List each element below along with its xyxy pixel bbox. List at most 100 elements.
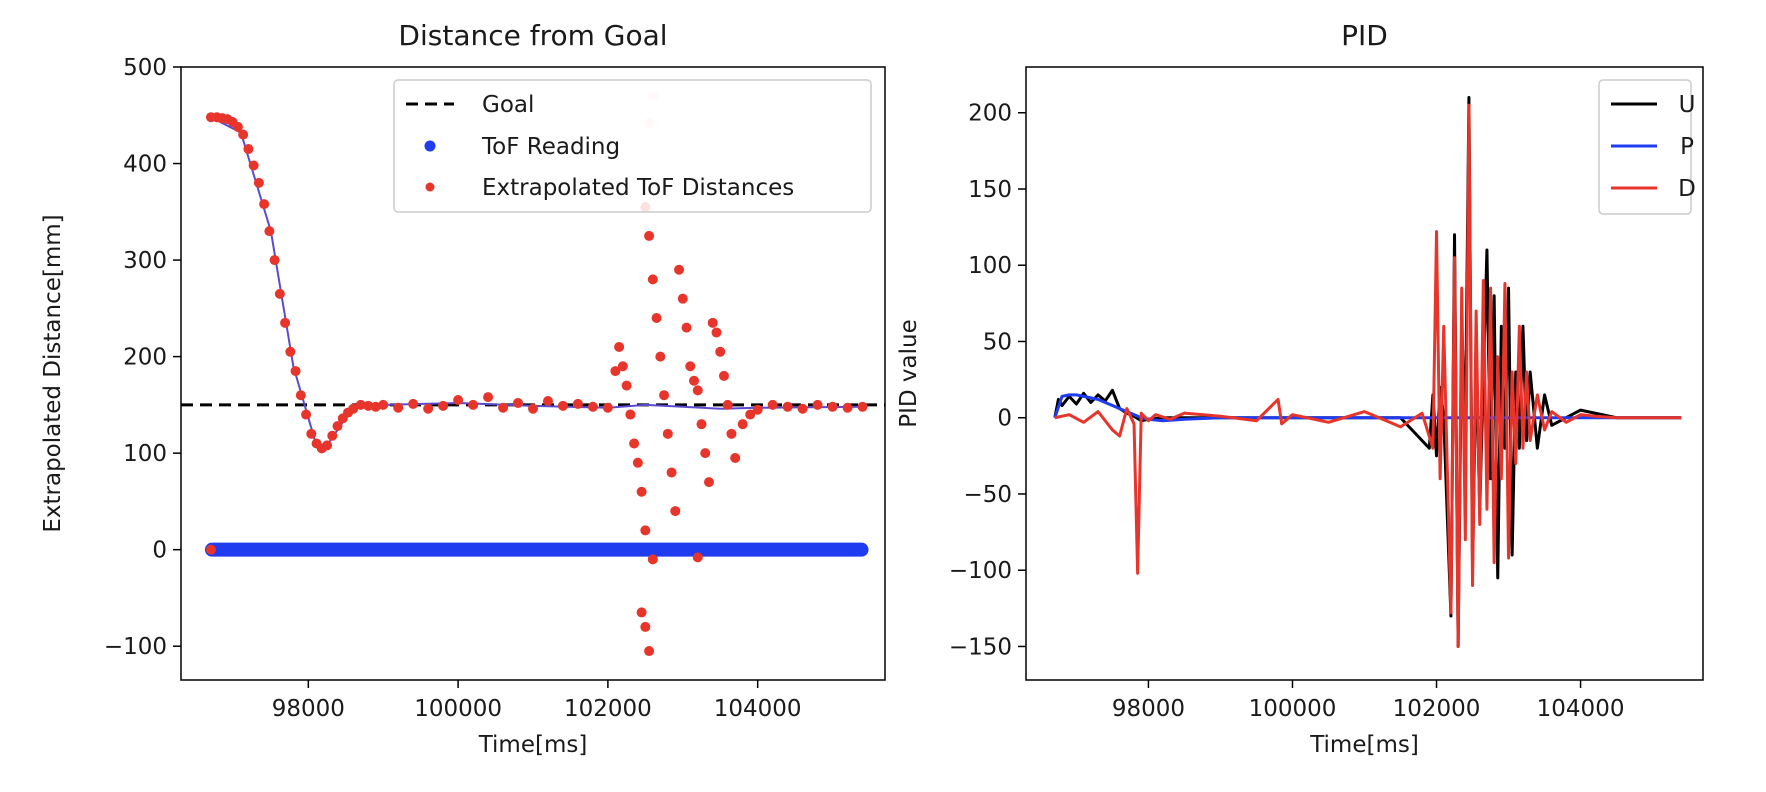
y-tick-label: 50 xyxy=(983,329,1012,355)
extrapolated-tof-point xyxy=(666,467,677,478)
extrapolated-tof-point xyxy=(752,404,763,415)
extrapolated-tof-point xyxy=(685,361,696,372)
legend: UPD xyxy=(1598,79,1696,215)
extrapolated-tof-point xyxy=(238,129,249,140)
extrapolated-tof-point xyxy=(248,160,259,171)
extrapolated-tof-point xyxy=(322,440,333,451)
legend-label-p: P xyxy=(1680,134,1694,160)
plot-area xyxy=(1053,95,1682,648)
y-tick-label: −150 xyxy=(949,634,1012,660)
extrapolated-tof-point xyxy=(513,397,524,408)
y-tick-label: 200 xyxy=(123,345,167,371)
chart-title: PID xyxy=(1341,19,1388,52)
x-tick-label: 104000 xyxy=(1537,696,1625,722)
plot-frame xyxy=(1025,66,1704,681)
extrapolated-tof-point xyxy=(625,409,636,420)
extrapolated-tof-point xyxy=(423,403,434,414)
extrapolated-tof-point xyxy=(438,400,449,411)
y-tick-label: 100 xyxy=(968,253,1012,279)
extrapolated-tof-point xyxy=(681,322,692,333)
legend-goal-label: Goal xyxy=(482,92,534,118)
extrapolated-tof-point xyxy=(306,428,317,439)
extrapolated-tof-point xyxy=(711,327,722,338)
legend-box xyxy=(393,79,872,213)
legend-label-d: D xyxy=(1678,176,1696,202)
extrapolated-tof-point xyxy=(378,399,389,410)
y-tick-label: 150 xyxy=(968,177,1012,203)
extrapolated-tof-point xyxy=(280,317,291,328)
extrapolated-tof-point xyxy=(651,312,662,323)
extrapolated-tof-point xyxy=(722,399,733,410)
extrapolated-tof-point xyxy=(674,264,685,275)
extrapolated-tof-point xyxy=(498,402,509,413)
extrapolated-tof-point xyxy=(644,646,655,657)
extrapolated-tof-point xyxy=(301,409,312,420)
extrapolated-tof-point xyxy=(644,230,655,241)
extrapolated-tof-point xyxy=(692,552,703,563)
extrapolated-tof-point xyxy=(715,346,726,357)
x-tick-label: 100000 xyxy=(1249,696,1337,722)
extrapolated-tof-point xyxy=(827,401,838,412)
extrapolated-tof-point xyxy=(718,370,729,381)
y-tick-label: 300 xyxy=(123,248,167,274)
y-tick-label: 200 xyxy=(968,101,1012,127)
extrapolated-tof-point xyxy=(587,401,598,412)
extrapolated-tof-point xyxy=(332,421,343,432)
extrapolated-tof-point xyxy=(408,398,419,409)
extrapolated-tof-point xyxy=(259,199,270,210)
extrapolated-tof-point xyxy=(704,477,714,488)
extrapolated-tof-point xyxy=(290,366,301,377)
y-tick-label: 500 xyxy=(123,55,167,81)
extrapolated-tof-point xyxy=(243,144,254,155)
extrapolated-tof-point xyxy=(745,409,756,420)
extrapolated-tof-point xyxy=(632,457,643,468)
extrapolated-tof-point xyxy=(842,402,853,413)
x-axis-label: Time[ms] xyxy=(478,732,588,758)
extrapolated-tof-point xyxy=(295,390,306,401)
legend: Goal ToF Reading Extrapolated ToF Distance… xyxy=(393,79,872,213)
extrapolated-tof-point xyxy=(542,396,553,407)
extrapolated-tof-point xyxy=(274,288,285,299)
extrapolated-tof-point xyxy=(636,607,647,618)
extrapolated-tof-point xyxy=(857,401,868,412)
plot-frame xyxy=(180,66,886,681)
extrapolated-tof-point xyxy=(205,544,216,555)
extrapolated-tof-point xyxy=(655,351,666,362)
y-tick-label: 0 xyxy=(152,538,167,564)
series-line-u xyxy=(1053,95,1682,648)
extrapolated-tof-point xyxy=(602,402,613,413)
extrapolated-tof-point xyxy=(700,448,711,459)
extrapolated-tof-point xyxy=(812,399,823,410)
y-tick-label: −100 xyxy=(949,558,1012,584)
series-line-d xyxy=(1054,103,1682,648)
extrapolated-tof-point xyxy=(253,177,264,188)
extrapolated-tof-point xyxy=(269,255,280,266)
extrapolated-tof-point xyxy=(730,452,741,463)
extrapolated-tof-point xyxy=(640,525,651,536)
extrapolated-tof-point xyxy=(264,226,275,237)
pid-chart: 98000 100000 102000 104000 −150 −100 −50 0 50 100… xyxy=(896,19,1704,758)
extrapolated-tof-point xyxy=(629,438,640,449)
extrapolated-tof-point xyxy=(696,419,707,430)
y-tick-label: −100 xyxy=(104,634,167,660)
y-tick-label: −50 xyxy=(963,482,1012,508)
legend-tof-swatch xyxy=(424,140,436,152)
tof-reading-point xyxy=(204,542,869,557)
y-tick-label: 400 xyxy=(123,152,167,178)
extrapolated-tof-point xyxy=(557,400,568,411)
extrapolated-tof-point xyxy=(689,375,700,386)
extrapolated-tof-point xyxy=(528,403,538,414)
extrapolated-tof-point xyxy=(363,400,374,411)
extrapolated-tof-point xyxy=(782,401,793,412)
x-tick-label: 98000 xyxy=(272,696,345,722)
extrapolated-tof-point xyxy=(327,430,338,441)
extrapolated-tof-point xyxy=(348,403,359,414)
extrapolated-tof-point xyxy=(572,398,583,409)
x-tick-label: 102000 xyxy=(564,696,652,722)
extrapolated-tof-point xyxy=(393,402,404,413)
legend-label-u: U xyxy=(1679,92,1696,118)
extrapolated-tof-point xyxy=(647,554,658,565)
extrapolated-tof-point xyxy=(677,293,688,304)
extrapolated-tof-point xyxy=(232,121,243,132)
